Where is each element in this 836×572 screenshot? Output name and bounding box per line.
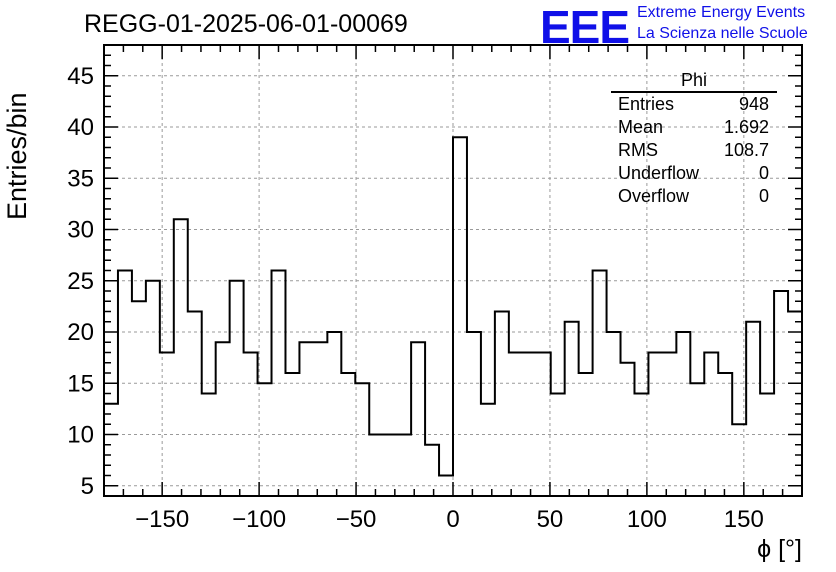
x-tick-label: 0 <box>446 506 459 533</box>
x-tick-label: 100 <box>627 506 667 533</box>
y-tick-label: 25 <box>67 268 94 295</box>
eee-logo: EEE <box>540 1 630 53</box>
y-tick-label: 20 <box>67 319 94 346</box>
stats-row-entries: Entries 948 <box>611 93 777 116</box>
stats-label: Overflow <box>618 186 690 206</box>
stats-box: Phi Entries 948 Mean 1.692 RMS 108.7 Und… <box>611 70 777 208</box>
histogram-outline <box>104 136 802 477</box>
histogram-title: REGG-01-2025-06-01-00069 <box>84 10 408 38</box>
stats-row-underflow: Underflow 0 <box>611 162 777 185</box>
y-tick-label: 45 <box>67 63 94 90</box>
stats-label: RMS <box>618 140 658 160</box>
logo-line-1: Extreme Energy Events <box>637 4 806 21</box>
stats-label: Underflow <box>618 163 700 183</box>
stats-value: 0 <box>758 163 769 183</box>
y-tick-label: 5 <box>81 473 94 500</box>
y-tick-label: 10 <box>67 422 94 449</box>
stats-label: Entries <box>618 94 675 114</box>
stats-value: 1.692 <box>723 117 769 137</box>
y-axis-label: Entries/bin <box>2 92 32 220</box>
stats-row-mean: Mean 1.692 <box>611 116 777 139</box>
x-axis-label: ϕ [°] <box>757 535 802 563</box>
stats-label: Mean <box>618 117 664 137</box>
stats-value: 0 <box>758 186 769 206</box>
y-tick-label: 35 <box>67 165 94 192</box>
stats-row-rms: RMS 108.7 <box>611 139 777 162</box>
stats-name: Phi <box>611 70 777 93</box>
stats-value: 948 <box>738 94 769 114</box>
y-tick-label: 40 <box>67 114 94 141</box>
x-tick-label: 150 <box>724 506 764 533</box>
y-tick-label: 30 <box>67 217 94 244</box>
x-tick-label: 50 <box>537 506 564 533</box>
stats-row-overflow: Overflow 0 <box>611 185 777 208</box>
x-tick-label: −100 <box>232 506 286 533</box>
x-tick-label: −50 <box>336 506 377 533</box>
y-tick-label: 15 <box>67 370 94 397</box>
stats-value: 108.7 <box>723 140 769 160</box>
x-tick-label: −150 <box>135 506 189 533</box>
logo-line-2: La Scienza nelle Scuole <box>637 25 808 42</box>
